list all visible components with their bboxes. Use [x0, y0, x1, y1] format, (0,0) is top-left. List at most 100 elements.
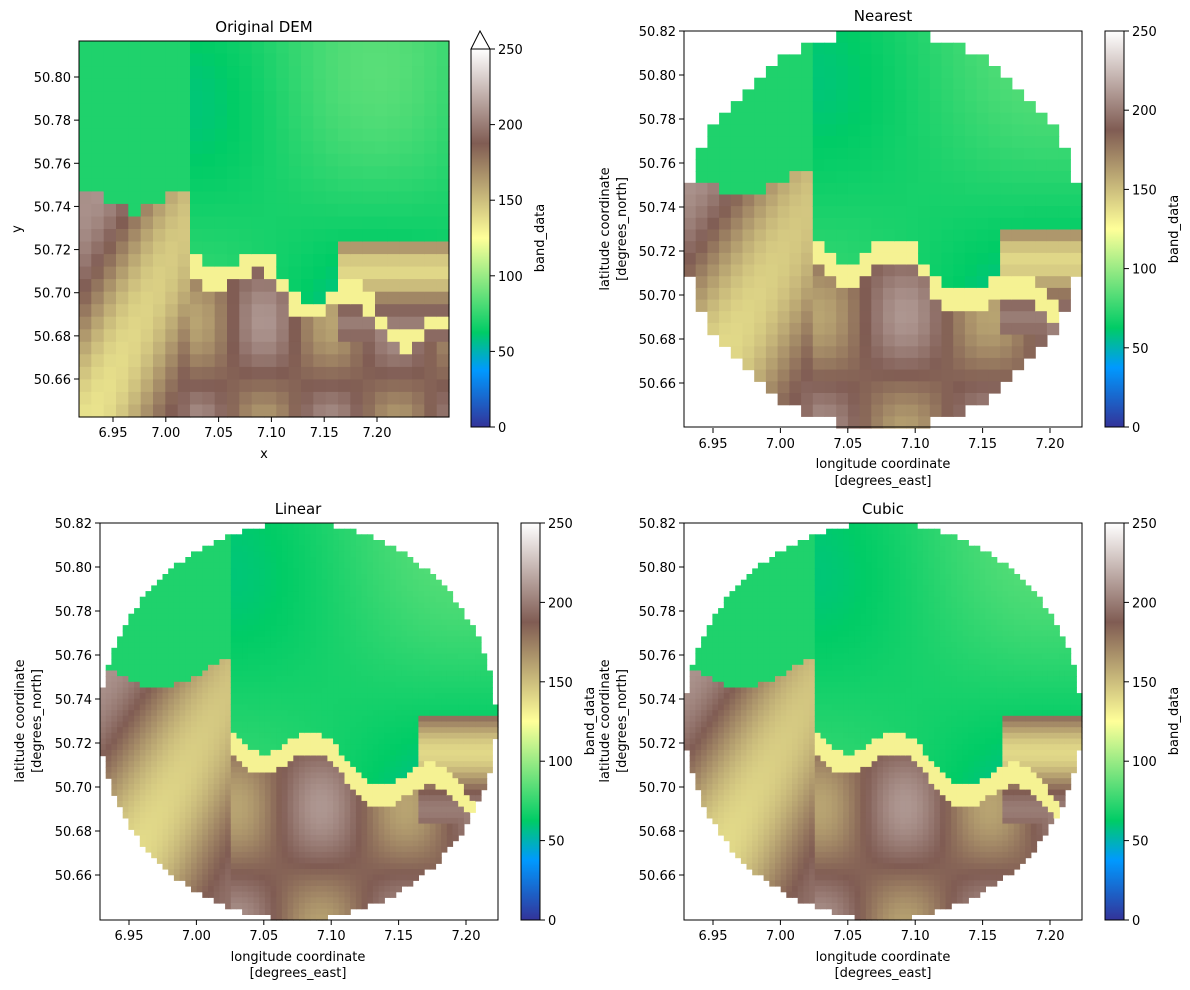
raster-cell	[156, 579, 164, 586]
raster-cell	[327, 840, 334, 847]
raster-cell	[185, 647, 192, 655]
raster-cell	[128, 681, 135, 689]
raster-cell	[941, 101, 954, 114]
raster-cell	[350, 789, 357, 796]
raster-cell	[1070, 194, 1083, 207]
raster-cell	[894, 264, 907, 277]
raster-cell	[344, 721, 351, 728]
raster-cell	[251, 391, 265, 405]
raster-cell	[367, 687, 374, 694]
raster-cell	[325, 116, 339, 130]
raster-cell	[202, 789, 209, 796]
raster-cell	[847, 287, 861, 301]
raster-cell	[395, 557, 402, 564]
raster-cell	[191, 693, 198, 700]
raster-cell	[304, 562, 311, 569]
raster-cell	[906, 381, 919, 394]
raster-cell	[316, 789, 323, 796]
raster-cell	[191, 789, 198, 796]
raster-cell	[1000, 124, 1013, 137]
raster-cell	[730, 206, 744, 219]
raster-cell	[384, 591, 391, 598]
raster-cell	[883, 136, 896, 149]
raster-cell	[236, 897, 243, 904]
raster-cell	[190, 304, 203, 318]
raster-cell	[367, 534, 374, 541]
raster-cell	[168, 579, 175, 586]
raster-cell	[236, 562, 243, 569]
raster-cell	[165, 191, 179, 205]
raster-cell	[208, 840, 215, 847]
raster-cell	[327, 653, 334, 660]
raster-cell	[355, 789, 363, 796]
raster-cell	[338, 897, 346, 904]
raster-cell	[162, 766, 169, 774]
raster-cell	[953, 241, 966, 254]
raster-cell	[313, 341, 327, 355]
raster-cell	[765, 206, 779, 219]
raster-cell	[259, 727, 266, 734]
raster-cell	[79, 178, 92, 192]
raster-cell	[165, 404, 179, 418]
raster-cell	[299, 897, 306, 904]
raster-cell	[325, 266, 339, 280]
raster-cell	[185, 732, 192, 740]
raster-cell	[299, 698, 306, 706]
raster-cell	[344, 625, 351, 632]
raster-cell	[276, 738, 283, 745]
raster-cell	[304, 880, 311, 887]
raster-cell	[225, 562, 232, 569]
raster-cell	[976, 346, 989, 359]
raster-cell	[390, 846, 397, 853]
raster-cell	[333, 562, 340, 569]
raster-cell	[372, 642, 380, 649]
raster-cell	[338, 693, 346, 700]
raster-cell	[242, 721, 249, 728]
raster-cell	[153, 166, 166, 180]
raster-cell	[225, 863, 232, 870]
raster-cell	[208, 659, 215, 666]
raster-cell	[264, 789, 272, 796]
raster-cell	[242, 851, 249, 859]
raster-cell	[117, 800, 124, 808]
raster-cell	[111, 704, 118, 711]
raster-cell	[399, 166, 413, 180]
raster-cell	[264, 738, 272, 745]
raster-cell	[247, 761, 255, 768]
tick-label: 7.10	[257, 426, 286, 441]
raster-cell	[191, 653, 198, 660]
raster-cell	[988, 217, 1001, 231]
raster-cell	[247, 795, 255, 802]
raster-cell	[202, 744, 209, 751]
raster-cell	[390, 585, 397, 592]
raster-cell	[871, 89, 884, 102]
raster-cell	[225, 642, 232, 649]
raster-cell	[338, 116, 351, 130]
raster-cell	[213, 749, 220, 757]
raster-cell	[79, 266, 92, 280]
raster-cell	[350, 291, 364, 305]
raster-cell	[247, 704, 255, 711]
raster-cell	[239, 153, 253, 167]
raster-cell	[355, 579, 363, 586]
raster-cell	[287, 806, 294, 813]
raster-cell	[270, 670, 277, 677]
raster-cell	[321, 908, 328, 915]
raster-cell	[173, 800, 181, 808]
raster-cell	[251, 354, 265, 368]
raster-cell	[247, 715, 255, 723]
raster-cell	[355, 574, 363, 581]
raster-cell	[276, 874, 283, 881]
raster-cell	[196, 602, 203, 609]
raster-cell	[213, 846, 220, 853]
raster-cell	[139, 727, 147, 734]
raster-cell	[219, 886, 226, 893]
raster-cell	[350, 772, 357, 779]
raster-cell	[719, 322, 732, 336]
raster-cell	[227, 128, 240, 142]
raster-cell	[338, 812, 346, 819]
raster-cell	[327, 715, 334, 723]
raster-cell	[230, 891, 238, 898]
raster-cell	[299, 778, 306, 785]
raster-cell	[128, 704, 135, 711]
